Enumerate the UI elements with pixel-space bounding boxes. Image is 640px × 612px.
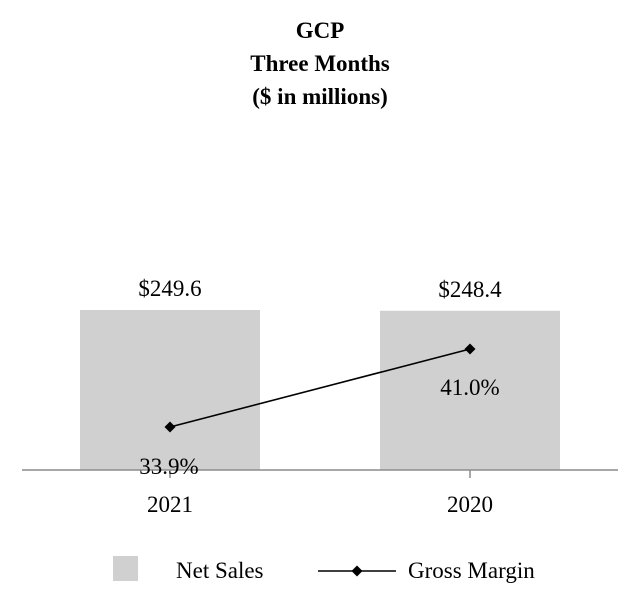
legend-marker-gross-margin [351, 565, 363, 577]
legend-swatch-net-sales [113, 556, 138, 581]
gross-margin-series [169, 348, 471, 428]
legend: Net Sales Gross Margin [113, 556, 535, 583]
x-axis: 2021 2020 [22, 469, 618, 517]
gross-margin-label-2021: 33.9% [139, 454, 198, 479]
bars [80, 310, 560, 470]
title-line-2: Three Months [250, 51, 390, 76]
x-tick-label-2021: 2021 [147, 492, 193, 517]
x-tick-label-2020: 2020 [447, 492, 493, 517]
gross-margin-line [164, 343, 476, 433]
gross-margin-point-2021 [164, 421, 176, 433]
chart-title: GCP Three Months ($ in millions) [250, 18, 390, 109]
gross-margin-label-2020: 41.0% [440, 375, 499, 400]
bar-label-2020: $248.4 [438, 277, 502, 302]
bar-value-labels: $249.6 $248.4 [138, 276, 502, 302]
gross-margin-point-2020 [464, 343, 476, 355]
bar-label-2021: $249.6 [138, 276, 201, 301]
title-line-3: ($ in millions) [252, 84, 387, 109]
bar-2021 [80, 310, 260, 470]
bar-2020 [380, 310, 560, 470]
title-line-1: GCP [296, 18, 345, 43]
gross-margin-labels: 33.9% 41.0% [139, 375, 499, 479]
legend-label-gross-margin: Gross Margin [408, 558, 535, 583]
legend-label-net-sales: Net Sales [176, 558, 264, 583]
